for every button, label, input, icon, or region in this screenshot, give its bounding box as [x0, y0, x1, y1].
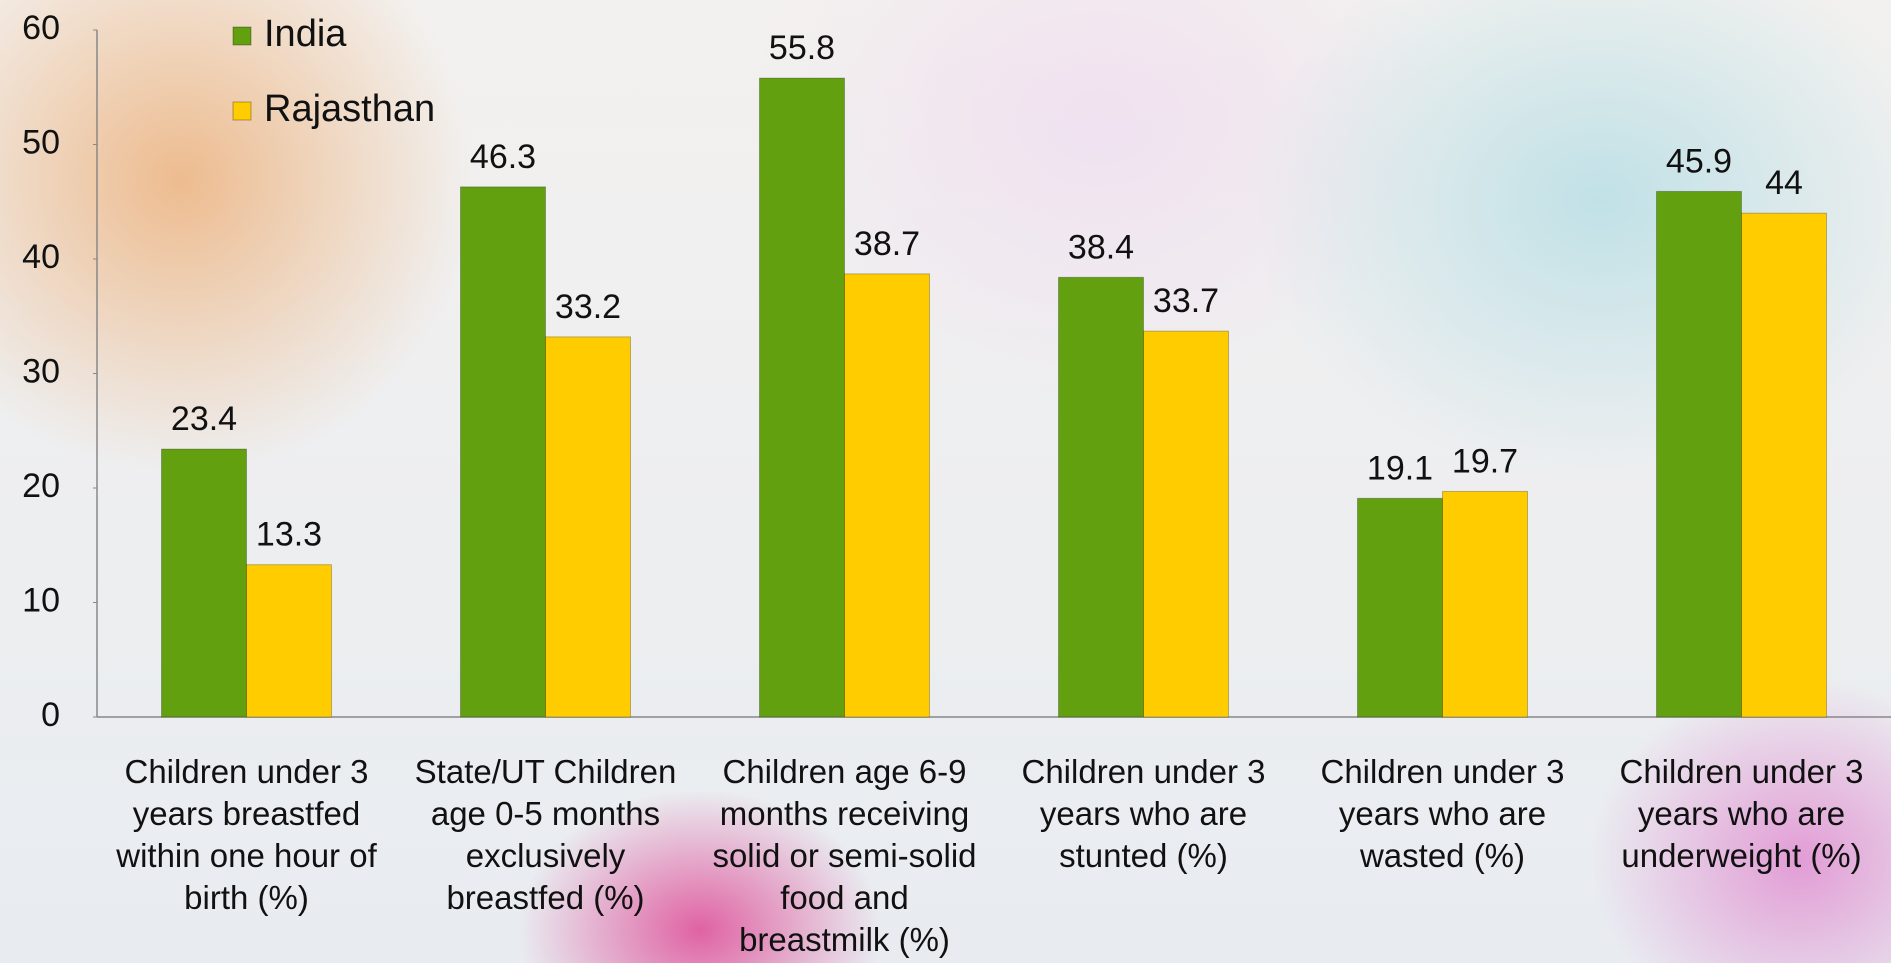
y-tick-label: 60 [22, 9, 60, 47]
value-label: 19.7 [1452, 442, 1518, 480]
x-tick-label: Children under 3 years who are wasted (%… [1299, 751, 1586, 877]
bar [1657, 191, 1742, 717]
y-tick-label: 30 [22, 352, 60, 390]
bar [1358, 498, 1443, 717]
value-label: 33.2 [555, 288, 621, 326]
bar [1443, 491, 1528, 717]
legend-label: India [264, 13, 347, 55]
page: {"chart_data": {"type": "bar", "categori… [0, 0, 1891, 963]
value-label: 44 [1765, 164, 1803, 202]
value-label: 55.8 [769, 29, 835, 67]
y-tick-label: 20 [22, 467, 60, 505]
bar [760, 78, 845, 717]
x-tick-label: Children under 3 years breastfed within … [103, 751, 390, 919]
legend-swatch [233, 102, 251, 120]
bar [845, 274, 930, 717]
y-tick-label: 0 [41, 696, 60, 734]
bar [546, 337, 631, 717]
legend-swatch [233, 27, 251, 45]
x-tick-label: Children age 6-9 months receiving solid … [701, 751, 988, 961]
bar [247, 565, 332, 717]
x-tick-label: Children under 3 years who are stunted (… [1000, 751, 1287, 877]
legend-label: Rajasthan [264, 88, 435, 130]
value-label: 13.3 [256, 516, 322, 554]
bar [461, 187, 546, 717]
bar [1144, 331, 1229, 717]
bar [1059, 277, 1144, 717]
value-label: 23.4 [171, 400, 237, 438]
value-label: 33.7 [1153, 282, 1219, 320]
y-tick-label: 40 [22, 238, 60, 276]
x-tick-label: State/UT Children age 0-5 months exclusi… [402, 751, 689, 919]
bar [162, 449, 247, 717]
value-label: 38.7 [854, 225, 920, 263]
value-label: 19.1 [1367, 449, 1433, 487]
y-tick-label: 50 [22, 123, 60, 161]
value-label: 38.4 [1068, 228, 1134, 266]
value-label: 45.9 [1666, 142, 1732, 180]
value-label: 46.3 [470, 138, 536, 176]
bar [1742, 213, 1827, 717]
y-tick-label: 10 [22, 581, 60, 619]
x-tick-label: Children under 3 years who are underweig… [1598, 751, 1885, 877]
